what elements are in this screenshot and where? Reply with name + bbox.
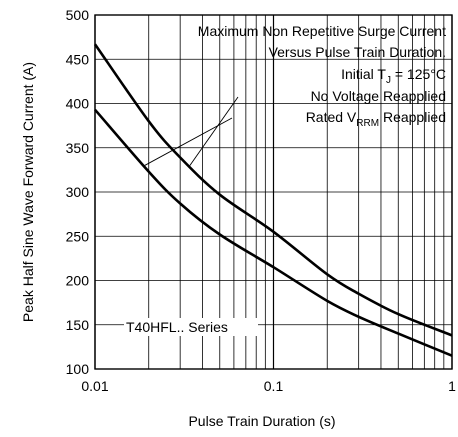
annotation-line-3: Initial TJ = 125°C (341, 66, 446, 86)
y-tick-label: 200 (66, 273, 90, 289)
y-tick-label: 400 (66, 96, 90, 112)
series-label-rated-vrrm: Rated VRRM Reapplied (306, 109, 446, 129)
x-tick-label: 0.01 (81, 378, 108, 394)
annotation-line-2: Versus Pulse Train Duration. (269, 44, 446, 60)
leader-rated-vrrm (144, 117, 233, 166)
leader-lines (144, 96, 239, 166)
grid (94, 14, 453, 370)
series-label-no-voltage: No Voltage Reapplied (311, 88, 446, 104)
leader-no-voltage (189, 96, 239, 166)
plot-frame (94, 14, 453, 370)
y-tick-label: 300 (66, 184, 90, 200)
plot-border (94, 14, 453, 370)
y-tick-label: 250 (66, 228, 90, 244)
rated-label-suffix: Reapplied (379, 109, 446, 125)
y-tick-label: 150 (66, 317, 90, 333)
rated-label-prefix: Rated V (306, 109, 357, 125)
rated-label-sub: RRM (356, 118, 379, 129)
y-tick-label: 450 (66, 51, 90, 67)
x-tick-label: 1 (448, 378, 456, 394)
curve-rated-vrrm-reapplied (94, 108, 453, 357)
series-name-label: T40HFL.. Series (126, 319, 228, 335)
x-tick-label: 0.1 (264, 378, 284, 394)
annotation-line-3-suffix: = 125°C (391, 66, 446, 82)
annotation-line-3-sub: J (386, 75, 391, 86)
y-tick-label: 500 (66, 7, 90, 23)
annotation-line-1: Maximum Non Repetitive Surge Current (198, 23, 446, 39)
y-tick-label: 350 (66, 140, 90, 156)
y-tick-label: 100 (66, 361, 90, 377)
x-axis-label: Pulse Train Duration (s) (188, 413, 335, 429)
y-axis-label: Peak Half Sine Wave Forward Current (A) (20, 62, 36, 322)
curve-no-voltage-reapplied (93, 43, 453, 337)
tick-labels: 100 150 200 250 300 350 400 450 500 0.01 0.1 1 (66, 7, 456, 394)
series-name-background (124, 318, 258, 336)
annotation-line-3-prefix: Initial T (341, 66, 386, 82)
curves (93, 43, 453, 357)
